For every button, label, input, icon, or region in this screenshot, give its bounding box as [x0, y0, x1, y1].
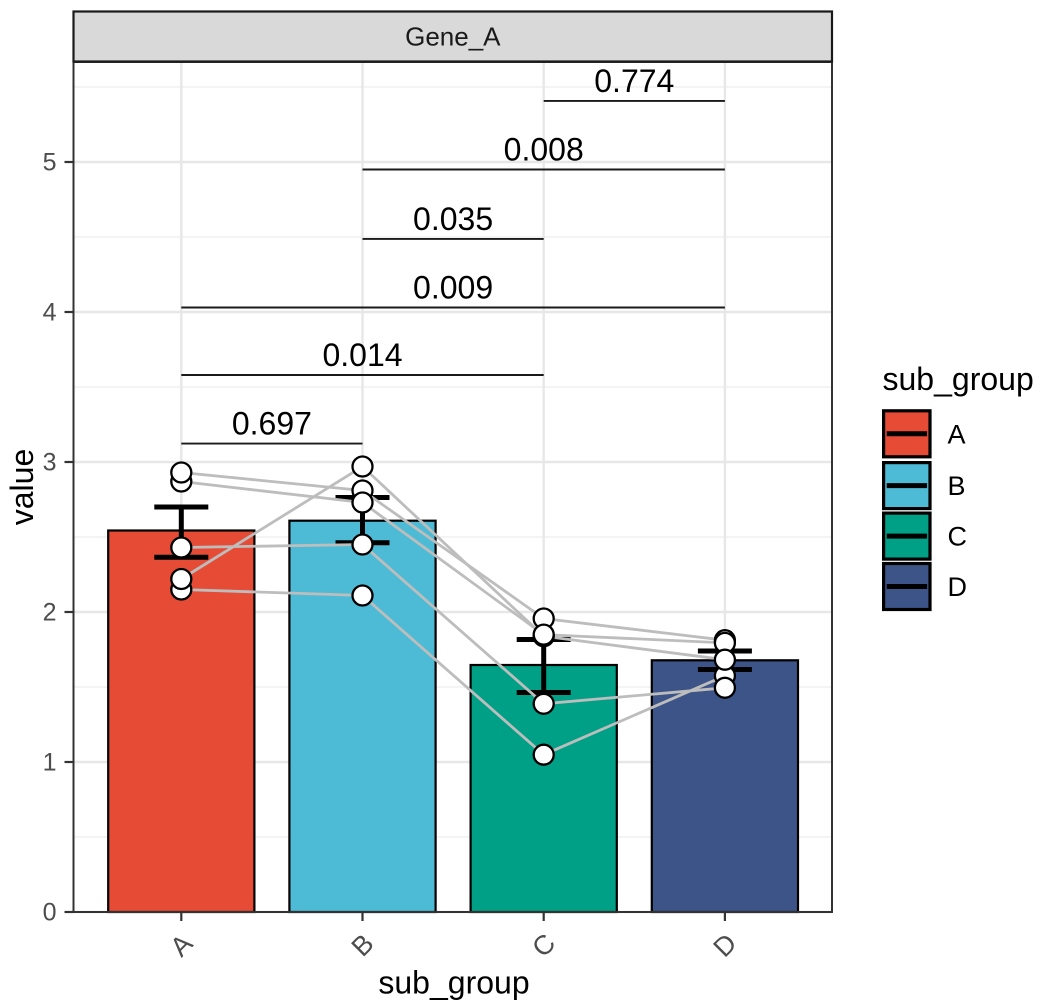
svg-text:sub_group: sub_group — [378, 965, 529, 1001]
svg-text:0.035: 0.035 — [413, 201, 493, 237]
svg-text:B: B — [948, 471, 966, 501]
svg-text:value: value — [4, 449, 40, 526]
svg-text:5: 5 — [43, 149, 57, 177]
svg-text:0.009: 0.009 — [413, 270, 493, 306]
svg-text:0.008: 0.008 — [504, 132, 584, 168]
svg-text:2: 2 — [43, 599, 57, 627]
svg-text:1: 1 — [43, 749, 57, 777]
svg-text:sub_group: sub_group — [883, 361, 1034, 397]
svg-text:4: 4 — [43, 299, 57, 327]
svg-text:D: D — [948, 572, 968, 602]
svg-text:A: A — [948, 419, 966, 449]
svg-text:0: 0 — [43, 899, 57, 927]
svg-text:0.014: 0.014 — [322, 337, 402, 373]
svg-text:0.697: 0.697 — [232, 406, 312, 442]
svg-text:0.774: 0.774 — [594, 63, 674, 99]
svg-text:Gene_A: Gene_A — [405, 22, 501, 52]
svg-text:C: C — [948, 522, 968, 552]
svg-text:3: 3 — [43, 449, 57, 477]
